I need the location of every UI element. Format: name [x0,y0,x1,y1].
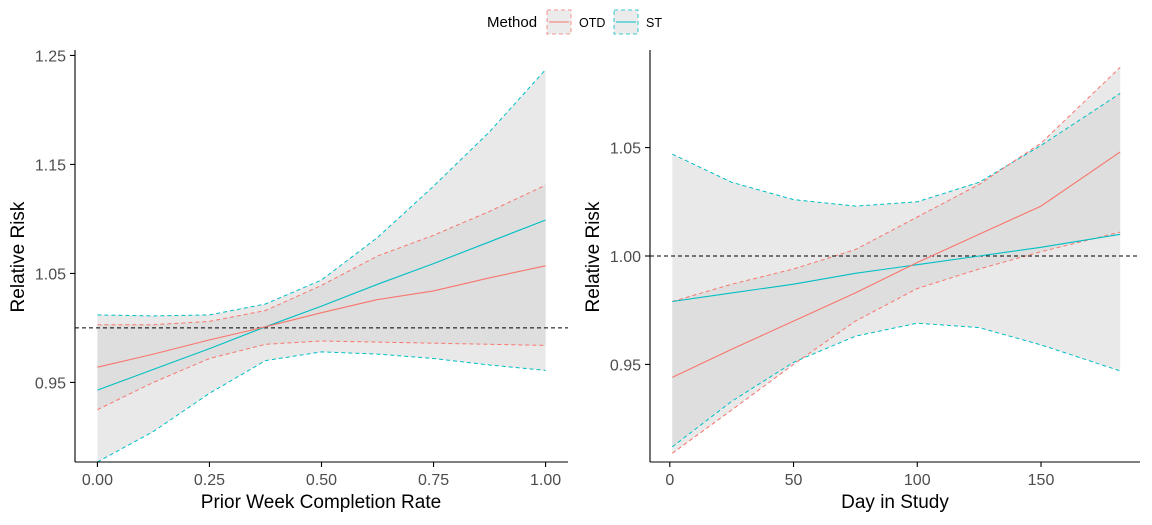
panel-left-x-tick-label: 0.50 [306,472,337,489]
panel-right-band-otd [672,67,1121,454]
panel-left-x-tick-label: 0.00 [82,472,113,489]
panel-right-x-tick-label: 50 [785,472,803,489]
panel-left-plot-area: 0.95 1.05 1.15 1.25 0.00 0.25 0.50 0.75 1.00 [35,48,568,489]
panel-right-upper-bound-otd [672,66,1121,302]
panel-left-y-tick-label: 0.95 [35,375,66,392]
panel-right-estimate-line-otd [672,151,1121,378]
panel-right-x-tick-label: 100 [904,472,931,489]
panel-left-x-tick-label: 0.75 [418,472,449,489]
panel-right-estimate-line-st [672,233,1121,303]
panel-left-y-tick-label: 1.25 [35,48,66,65]
panel-left-xlabel: Prior Week Completion Rate [201,492,441,513]
panel-right-x-tick-label: 150 [1028,472,1055,489]
legend-label-st: ST [646,16,662,30]
panel-left-estimate-line-otd [97,265,546,368]
panel-right-y-tick-label: 0.95 [610,357,641,374]
panel-right-y-tick-label: 1.05 [610,141,641,158]
panel-left-lower-bound-st [97,351,546,463]
legend-title: Method [487,14,537,31]
panel-left-lower-bound-otd [97,340,546,411]
panel-right-lower-bound-st [671,322,1121,448]
panel-right-ylabel: Relative Risk [583,201,604,312]
panel-left-estimate-line-st [97,219,546,391]
panel-right-upper-bound-st [672,92,1121,207]
panel-left-x-tick-label: 1.00 [530,472,561,489]
panel-left-y-tick-label: 1.15 [35,157,66,174]
panel-left: 0.95 1.05 1.15 1.25 0.00 0.25 0.50 0.75 1.00 Rel… [8,48,568,513]
panel-right-plot-area: 0.95 1.00 1.05 0 50 100 150 [610,50,1140,489]
panel-left-y-tick-label: 1.05 [35,266,66,283]
panel-right-lower-bound-otd [672,231,1121,454]
panel-left-band-st [97,69,546,462]
panel-left-ylabel: Relative Risk [8,201,29,312]
panel-right-x-tick-label: 0 [665,472,674,489]
panel-left-x-tick-label: 0.25 [194,472,225,489]
legend: Method OTD ST [487,9,662,35]
panel-left-band-otd [97,185,546,410]
panel-right-xlabel: Day in Study [841,492,949,513]
legend-label-otd: OTD [579,16,605,30]
panel-left-upper-bound-st [97,69,546,317]
panel-right-y-tick-label: 1.00 [610,249,641,266]
panel-right: 0.95 1.00 1.05 0 50 100 150 Relative Risk Day … [583,50,1140,513]
panel-left-upper-bound-otd [97,184,546,326]
